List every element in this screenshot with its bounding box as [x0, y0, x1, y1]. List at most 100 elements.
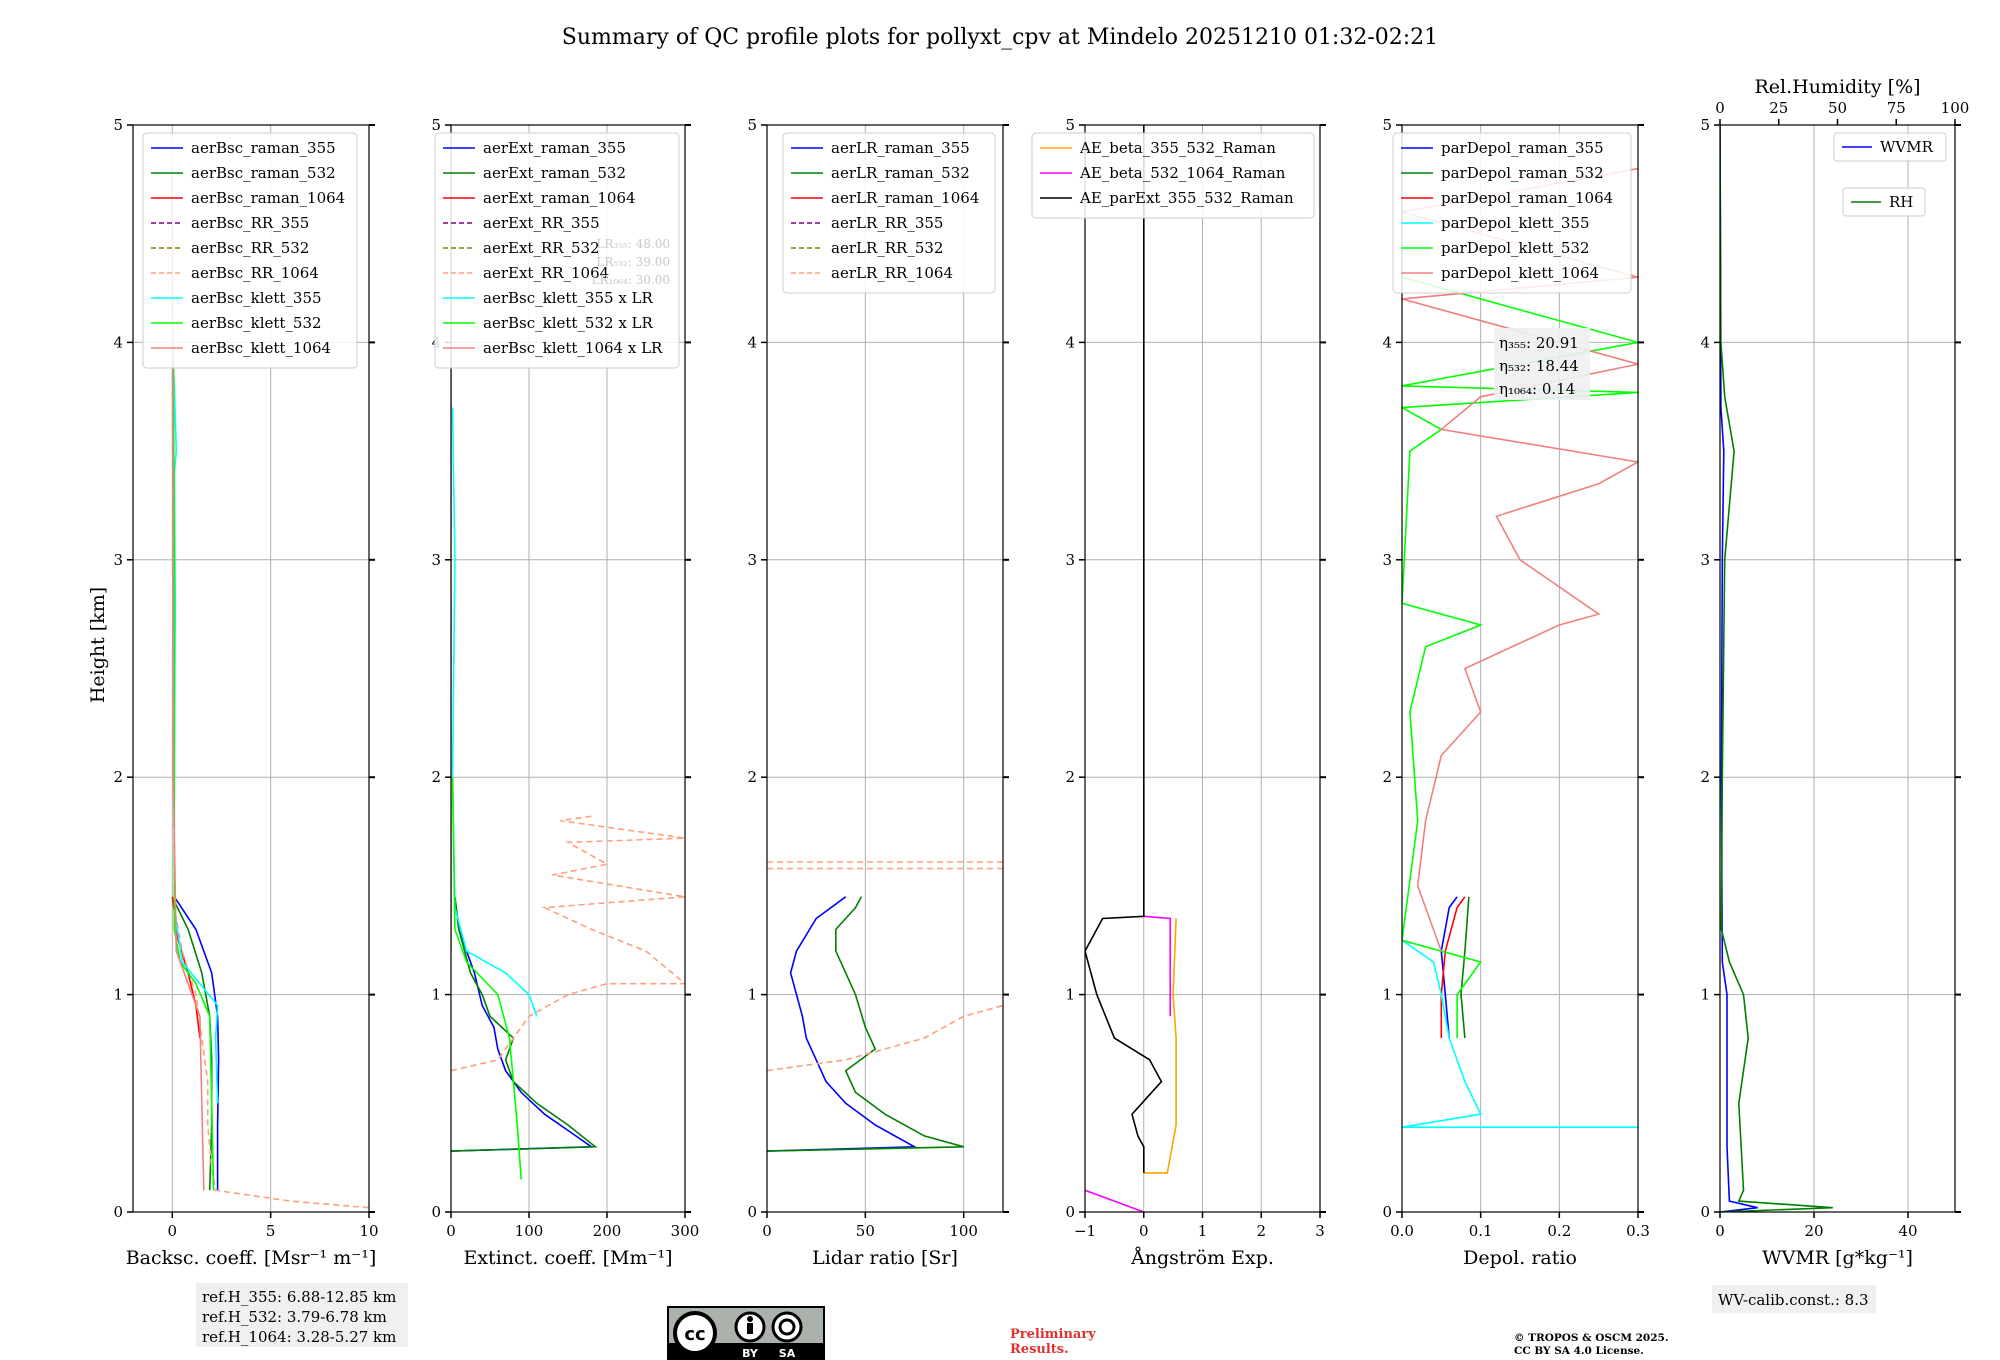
- plot-frame: [1719, 124, 1956, 1213]
- x-tick-label: 0.3: [1626, 1222, 1650, 1240]
- legend-label: AE_beta_532_1064_Raman: [1079, 164, 1286, 182]
- legend-box: [434, 132, 680, 369]
- y-tick-label: 2: [1065, 768, 1075, 786]
- legend-label: aerBsc_klett_532 x LR: [483, 314, 654, 332]
- x-tick-label: 0: [762, 1222, 772, 1240]
- y-tick-label: 1: [113, 986, 123, 1004]
- top-tick-label: 75: [1887, 99, 1906, 117]
- y-axis-label: Height [km]: [87, 587, 109, 703]
- ref-height-box: ref.H_355: 6.88-12.85 km ref.H_532: 3.79…: [196, 1283, 408, 1347]
- series-aerLR_raman_355: [767, 896, 918, 1152]
- panel-ext: 0123450100200300Extinct. coeff. [Mm⁻¹]ae…: [431, 116, 699, 1269]
- lr-value-label: LR₃₅₅: 48.00: [596, 237, 670, 251]
- series-parDepol_klett_355: [1402, 939, 1638, 1128]
- y-tick-label: 5: [747, 116, 757, 134]
- legend-label: aerBsc_RR_1064: [191, 264, 319, 282]
- x-tick-label: 100: [515, 1222, 544, 1240]
- legend-box: [1842, 187, 1926, 217]
- x-tick-label: 3: [1315, 1222, 1325, 1240]
- legend-box: [1833, 132, 1947, 162]
- series-WVMR: [1720, 125, 1758, 1212]
- series-AE_beta_532_1064_Raman_2: [1143, 915, 1171, 1017]
- legend-label: aerLR_raman_532: [831, 164, 970, 182]
- x-axis-label: Ångström Exp.: [1130, 1247, 1274, 1269]
- legend-label: RH: [1889, 193, 1913, 211]
- series-group: [1402, 167, 1638, 1128]
- series-aerBsc_klett_1064: [171, 168, 205, 1191]
- x-tick-label: 0.0: [1390, 1222, 1414, 1240]
- ref-height-box-bg: [196, 1283, 408, 1347]
- x-axis-label: Lidar ratio [Sr]: [812, 1247, 958, 1269]
- y-tick-label: 0: [1382, 1203, 1392, 1221]
- y-tick-label: 0: [1700, 1203, 1710, 1221]
- legend-label: parDepol_klett_355: [1441, 214, 1590, 232]
- series-group: [1720, 125, 1833, 1212]
- top-tick-label: 25: [1769, 99, 1788, 117]
- legend-box: [782, 132, 996, 294]
- y-tick-label: 4: [1700, 333, 1710, 351]
- y-tick-label: 2: [113, 768, 123, 786]
- legend-label: aerExt_raman_1064: [483, 189, 636, 207]
- legend-label: aerLR_raman_1064: [831, 189, 979, 207]
- y-tick-label: 2: [1382, 768, 1392, 786]
- cc-license-badge: cc BY SA: [667, 1306, 825, 1360]
- preliminary-line2: Results.: [1010, 1342, 1069, 1357]
- series-group: [767, 861, 1003, 1152]
- series-aerExt_raman_532: [451, 896, 598, 1152]
- legend-label: aerExt_raman_355: [483, 139, 626, 157]
- y-tick-label: 3: [431, 551, 441, 569]
- legend-label: aerBsc_RR_355: [191, 214, 309, 232]
- y-tick-label: 4: [1065, 333, 1075, 351]
- x-tick-label: 0: [1139, 1222, 1149, 1240]
- eta-value-label: η₁₀₆₄: 0.14: [1499, 380, 1575, 398]
- legend-label: aerExt_RR_355: [483, 214, 600, 232]
- wv-calib-box-bg: [1712, 1285, 1876, 1313]
- y-tick-label: 0: [431, 1203, 441, 1221]
- y-tick-label: 3: [113, 551, 123, 569]
- y-tick-label: 0: [1065, 1203, 1075, 1221]
- y-tick-label: 1: [1700, 986, 1710, 1004]
- y-tick-label: 5: [113, 116, 123, 134]
- ref-height-1064: ref.H_1064: 3.28-5.27 km: [202, 1328, 396, 1346]
- eta-box: [1494, 328, 1590, 400]
- y-tick-label: 2: [1700, 768, 1710, 786]
- cc-letters: cc: [684, 1324, 705, 1345]
- legend-label: aerExt_RR_532: [483, 239, 600, 257]
- y-tick-label: 1: [1382, 986, 1392, 1004]
- series-parDepol_klett_1064: [1402, 167, 1638, 952]
- eta-value-label: η₅₃₂: 18.44: [1499, 357, 1579, 375]
- series-AE_parExt_355_532_Raman: [1085, 125, 1163, 1173]
- y-tick-label: 2: [431, 768, 441, 786]
- series-aerExt_raman_355: [451, 896, 594, 1152]
- y-tick-label: 5: [1382, 116, 1392, 134]
- wv-calib-box: WV-calib.const.: 8.3: [1712, 1285, 1876, 1313]
- x-axis-label: Depol. ratio: [1463, 1247, 1577, 1269]
- sa-share-icon: [771, 1311, 803, 1343]
- legend-box: [1392, 132, 1632, 294]
- y-tick-label: 0: [113, 1203, 123, 1221]
- legend-label: parDepol_raman_532: [1441, 164, 1604, 182]
- series-aerBsc_klett_532: [172, 342, 215, 1191]
- legend-label: aerBsc_raman_532: [191, 164, 336, 182]
- series-RH: [1720, 125, 1833, 1212]
- legend-label: aerBsc_klett_1064: [191, 339, 331, 357]
- cc-sa-label: SA: [779, 1347, 796, 1360]
- by-person-body: [747, 1323, 753, 1334]
- cc-by-sa-icon: [673, 1311, 717, 1355]
- by-person-head: [747, 1316, 753, 1322]
- preliminary-line1: Preliminary: [1010, 1327, 1096, 1342]
- x-tick-label: −1: [1074, 1222, 1096, 1240]
- y-tick-label: 3: [1700, 551, 1710, 569]
- top-tick-label: 0: [1715, 99, 1725, 117]
- panel-bsc: 0 1 2 3 4 5 0 5 10 Backsc. coeff. [Msr⁻¹ m⁻¹] aerB…: [113, 116, 378, 1269]
- series-group: [451, 342, 685, 1180]
- y-tick-label: 3: [1065, 551, 1075, 569]
- x-tick-label: 20: [1804, 1222, 1823, 1240]
- legend-box: [142, 132, 358, 369]
- legend-label: AE_parExt_355_532_Raman: [1079, 189, 1294, 207]
- x-axis-label: WVMR [g*kg⁻¹]: [1762, 1247, 1913, 1269]
- lr-value-label: LR₁₀₆₄: 30.00: [592, 273, 670, 287]
- plot-frame: [766, 124, 1004, 1213]
